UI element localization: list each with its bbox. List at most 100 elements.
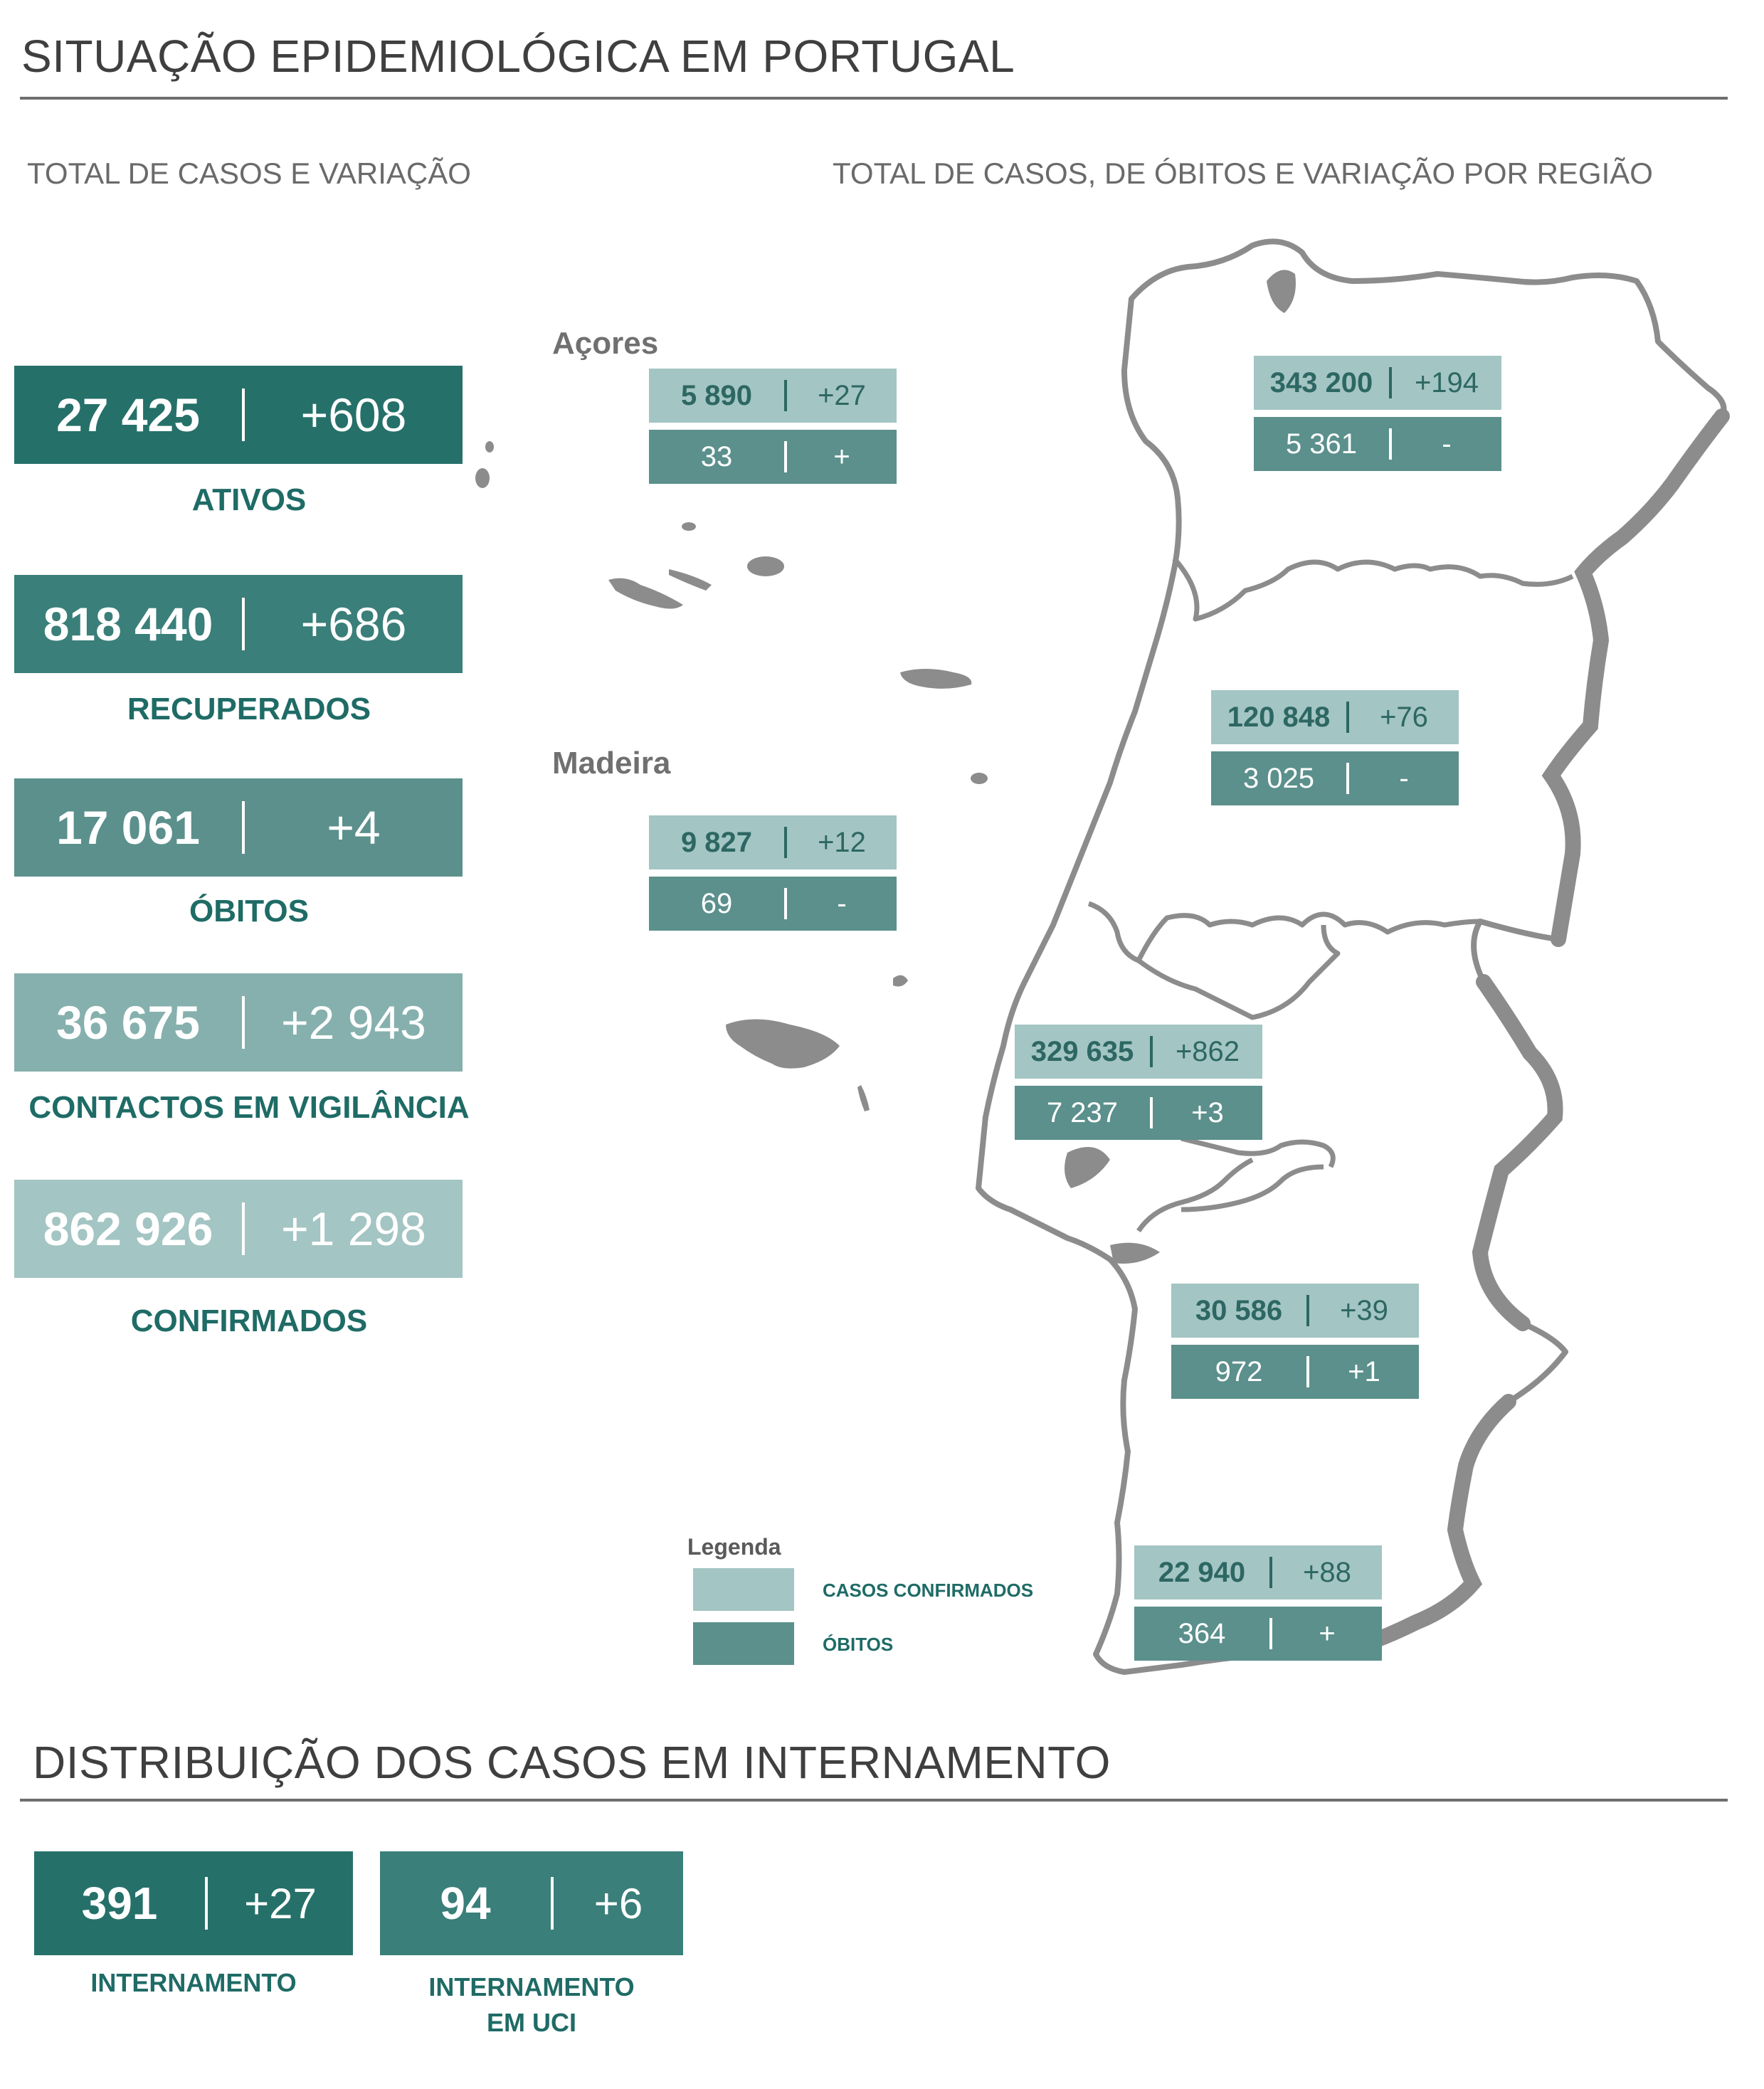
hospital-separator bbox=[551, 1877, 554, 1930]
legend-title: Legenda bbox=[687, 1534, 781, 1560]
hospital-value: 391 bbox=[81, 1878, 158, 1929]
region-deaths-value: 364 bbox=[1178, 1617, 1226, 1649]
legend-swatch-cases bbox=[693, 1568, 794, 1611]
stat-label-recuperados: RECUPERADOS bbox=[127, 692, 371, 726]
hospital-change: +27 bbox=[244, 1879, 317, 1927]
border-north-east bbox=[1541, 408, 1730, 947]
region-separator bbox=[784, 380, 787, 411]
region-separator bbox=[1150, 1036, 1153, 1067]
region-box-alentejo: 30 586 +39 972 +1 bbox=[1171, 1284, 1419, 1399]
region-cases-value: 329 635 bbox=[1030, 1035, 1134, 1067]
region-cases-row: 120 848 +76 bbox=[1211, 690, 1459, 744]
region-cases-row: 30 586 +39 bbox=[1171, 1284, 1419, 1338]
hospital-change: +6 bbox=[593, 1879, 643, 1927]
region-separator bbox=[1346, 763, 1349, 794]
region-box-madeira: 9 827 +12 69 - bbox=[649, 815, 897, 931]
region-box-azores: 5 890 +27 33 + bbox=[649, 369, 897, 484]
stat-box-confirmados: 862 926 +1 298 bbox=[14, 1180, 463, 1278]
region-box-algarve: 22 940 +88 364 + bbox=[1134, 1545, 1382, 1661]
map-section-title: TOTAL DE CASOS, DE ÓBITOS E VARIAÇÃO POR… bbox=[833, 157, 1653, 190]
region-deaths-row: 7 237 +3 bbox=[1015, 1086, 1262, 1140]
region-cases-value: 5 890 bbox=[680, 379, 753, 411]
region-cases-value: 343 200 bbox=[1269, 366, 1373, 398]
stat-change: +608 bbox=[300, 388, 407, 441]
hospital-box-uci: 94 +6 bbox=[380, 1851, 683, 1955]
stat-change: +2 943 bbox=[281, 996, 426, 1049]
region-box-lisboa: 329 635 +862 7 237 +3 bbox=[1015, 1025, 1262, 1140]
hospital-label-line1: INTERNAMENTO bbox=[90, 1968, 297, 1997]
stat-separator bbox=[242, 996, 245, 1049]
stat-value: 27 425 bbox=[56, 388, 200, 441]
stat-label-ativos: ATIVOS bbox=[191, 482, 307, 517]
region-deaths-row: 364 + bbox=[1134, 1607, 1382, 1661]
region-deaths-change: +3 bbox=[1191, 1096, 1224, 1128]
region-separator bbox=[1389, 367, 1392, 398]
region-cases-change: +39 bbox=[1340, 1294, 1388, 1326]
madeira-islands bbox=[726, 975, 908, 1111]
stat-label-contactos: CONTACTOS EM VIGILÂNCIA bbox=[28, 1090, 470, 1125]
hospital-value: 94 bbox=[440, 1878, 491, 1929]
stat-box-obitos: 17 061 +4 bbox=[14, 778, 463, 877]
hospital-label-line1: INTERNAMENTO bbox=[428, 1972, 635, 2001]
region-deaths-row: 5 361 - bbox=[1254, 417, 1501, 471]
region-deaths-change: + bbox=[1319, 1617, 1336, 1649]
stat-value: 862 926 bbox=[43, 1202, 213, 1255]
region-separator bbox=[1346, 702, 1349, 733]
region-separator bbox=[1389, 428, 1392, 460]
region-deaths-change: + bbox=[833, 440, 850, 472]
region-cases-change: +194 bbox=[1414, 366, 1479, 398]
region-separator bbox=[1306, 1356, 1309, 1387]
stat-separator bbox=[242, 388, 245, 441]
stat-separator bbox=[242, 801, 245, 854]
totals-section-title: TOTAL DE CASOS E VARIAÇÃO bbox=[27, 157, 471, 190]
region-deaths-change: - bbox=[1399, 762, 1409, 794]
azores-islands bbox=[475, 441, 988, 784]
stat-value: 17 061 bbox=[56, 801, 200, 854]
region-cases-row: 22 940 +88 bbox=[1134, 1545, 1382, 1599]
portugal-map bbox=[475, 238, 1730, 1675]
border-south bbox=[1337, 1394, 1516, 1659]
region-cases-change: +862 bbox=[1175, 1035, 1240, 1067]
stat-value: 818 440 bbox=[43, 598, 213, 650]
region-separator bbox=[1269, 1618, 1272, 1649]
legend-label-deaths: ÓBITOS bbox=[823, 1634, 894, 1655]
region-cases-change: +76 bbox=[1380, 701, 1428, 733]
stat-change: +4 bbox=[327, 801, 381, 854]
region-deaths-row: 69 - bbox=[649, 877, 897, 931]
region-separator bbox=[784, 827, 787, 858]
azores-label: Açores bbox=[552, 326, 659, 361]
region-deaths-value: 7 237 bbox=[1046, 1096, 1119, 1128]
region-deaths-change: +1 bbox=[1348, 1355, 1380, 1387]
stat-label-obitos: ÓBITOS bbox=[189, 894, 309, 929]
border-south-east bbox=[1472, 974, 1563, 1331]
region-box-centro: 120 848 +76 3 025 - bbox=[1211, 690, 1459, 805]
hospital-divider bbox=[20, 1799, 1728, 1802]
region-deaths-row: 33 + bbox=[649, 430, 897, 484]
region-deaths-change: - bbox=[1442, 428, 1452, 460]
stat-label-confirmados: CONFIRMADOS bbox=[130, 1303, 368, 1338]
region-deaths-value: 972 bbox=[1215, 1355, 1263, 1387]
stat-box-recuperados: 818 440 +686 bbox=[14, 575, 463, 673]
region-cases-row: 329 635 +862 bbox=[1015, 1025, 1262, 1079]
hospital-separator bbox=[205, 1877, 208, 1930]
region-separator bbox=[784, 441, 787, 472]
stat-change: +1 298 bbox=[281, 1202, 426, 1255]
title-divider bbox=[20, 97, 1728, 100]
region-cases-value: 9 827 bbox=[680, 826, 753, 858]
stat-box-contactos: 36 675 +2 943 bbox=[14, 973, 463, 1072]
stat-value: 36 675 bbox=[56, 996, 200, 1049]
region-box-norte: 343 200 +194 5 361 - bbox=[1254, 356, 1501, 471]
page-title: SITUAÇÃO EPIDEMIOLÓGICA EM PORTUGAL bbox=[21, 31, 1015, 82]
hospital-label-uci: INTERNAMENTO EM UCI bbox=[380, 1969, 683, 2041]
region-deaths-value: 69 bbox=[700, 887, 733, 919]
stat-box-ativos: 27 425 +608 bbox=[14, 366, 463, 464]
region-cases-change: +12 bbox=[818, 826, 866, 858]
region-cases-value: 22 940 bbox=[1158, 1556, 1246, 1588]
stat-change: +686 bbox=[300, 598, 407, 650]
stat-separator bbox=[242, 598, 245, 650]
region-separator bbox=[784, 888, 787, 919]
stat-separator bbox=[242, 1202, 245, 1255]
hospital-box-internamento: 391 +27 bbox=[34, 1851, 353, 1955]
madeira-label: Madeira bbox=[552, 746, 671, 781]
hospital-section-title: DISTRIBUIÇÃO DOS CASOS EM INTERNAMENTO bbox=[33, 1737, 1111, 1788]
